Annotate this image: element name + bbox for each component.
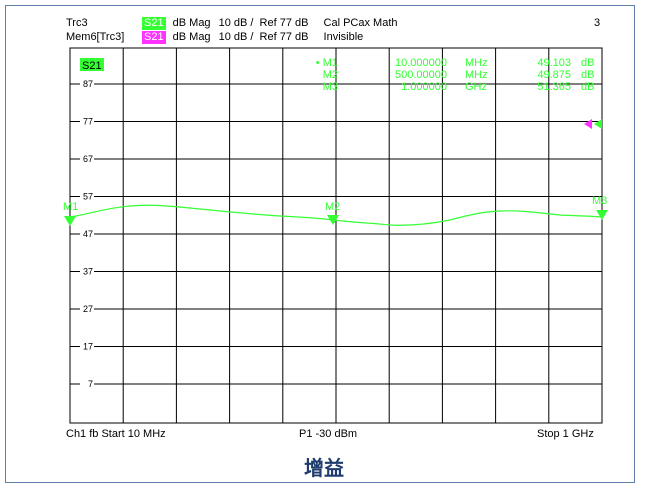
stop-frequency[interactable]: Stop 1 GHz xyxy=(537,428,594,440)
trace-badge-bg xyxy=(80,58,104,71)
param-chip[interactable]: S21 xyxy=(142,17,166,30)
header-row-1: Trc3 xyxy=(66,17,88,30)
memory-trace-name[interactable]: Mem6[Trc3] xyxy=(66,31,125,43)
marker-response-unit: dB xyxy=(581,81,594,93)
y-tick-bg xyxy=(80,303,94,314)
grid-lines xyxy=(70,48,602,423)
memory-param-chip[interactable]: S21 xyxy=(142,31,166,44)
memory-format-label[interactable]: dB Mag xyxy=(172,31,211,43)
power-level[interactable]: P1 -30 dBm xyxy=(299,428,358,440)
marker-m3-triangle[interactable] xyxy=(596,210,608,220)
marker-response: 49.103 xyxy=(537,57,571,69)
marker-m1-label: M1 xyxy=(63,201,78,213)
marker-stimulus-unit: GHz xyxy=(465,81,487,93)
y-tick-label: 57 xyxy=(83,192,93,202)
figure-caption: 增益 xyxy=(304,456,344,480)
trace-name[interactable]: Trc3 xyxy=(66,17,88,29)
y-tick-bg xyxy=(80,378,94,389)
marker-m2-label: M2 xyxy=(325,201,340,213)
y-tick-label: 47 xyxy=(83,229,93,239)
marker-stimulus: 1.000000 xyxy=(401,81,447,93)
y-tick-label: 27 xyxy=(83,304,93,314)
marker-response: 49.875 xyxy=(537,69,571,81)
marker-response-unit: dB xyxy=(581,69,594,81)
memory-ref-label[interactable]: Ref 77 dB xyxy=(259,31,309,43)
marker-name: M3 xyxy=(323,81,338,93)
marker-stimulus-unit: MHz xyxy=(465,57,488,69)
y-tick-label: 17 xyxy=(83,342,93,352)
y-tick-bg xyxy=(80,115,94,127)
trace-badge[interactable]: S21 xyxy=(82,60,102,72)
marker-table: • M1 10.000000 MHz 49.103 dB M2 500.00000 MHz 49… xyxy=(316,57,595,93)
marker-m1-triangle[interactable] xyxy=(64,216,76,226)
y-tick-bg xyxy=(80,78,94,89)
marker-name: M2 xyxy=(323,69,338,81)
y-tick-bg xyxy=(80,153,94,164)
marker-m2-triangle[interactable] xyxy=(327,215,339,225)
marker-response-unit: dB xyxy=(581,57,594,69)
header-row-1-param: S21 dB Mag 10 dB / Ref 77 dB Cal PCax Ma… xyxy=(142,17,398,30)
trace-ref-arrow xyxy=(594,119,602,129)
y-tick-bg xyxy=(80,228,94,239)
y-tick-bg xyxy=(80,340,94,352)
y-tick-label: 7 xyxy=(88,379,93,389)
marker-response: 51.365 xyxy=(537,81,571,93)
trace-number: 3 xyxy=(594,17,601,29)
y-tick-bg xyxy=(80,190,94,202)
y-tick-label: 77 xyxy=(83,117,93,127)
ref-label[interactable]: Ref 77 dB xyxy=(259,17,309,29)
y-tick-label: 87 xyxy=(83,79,93,89)
info-label: Cal PCax Math xyxy=(323,17,398,29)
format-label[interactable]: dB Mag xyxy=(172,17,211,29)
marker-stimulus: 500.00000 xyxy=(395,69,447,81)
header-row-2: Mem6[Trc3] xyxy=(66,31,124,44)
memory-ref-arrow xyxy=(584,119,592,129)
trace-line[interactable] xyxy=(69,204,603,226)
y-tick-labels: 87 77 67 57 47 37 27 17 7 xyxy=(80,78,94,389)
marker-stimulus: 10.000000 xyxy=(395,57,447,69)
y-tick-label: 37 xyxy=(83,267,93,277)
start-frequency[interactable]: Ch1 fb Start 10 MHz xyxy=(66,428,166,440)
scale-label[interactable]: 10 dB / xyxy=(218,17,254,29)
marker-m3-label: M3 xyxy=(592,195,607,207)
memory-scale-label[interactable]: 10 dB / xyxy=(218,31,254,43)
header-row-2-param: S21 dB Mag 10 dB / Ref 77 dB Invisible xyxy=(142,31,363,44)
y-tick-label: 67 xyxy=(83,154,93,164)
marker-name: • M1 xyxy=(316,57,338,69)
marker-stimulus-unit: MHz xyxy=(465,69,488,81)
memory-info-label: Invisible xyxy=(323,31,364,43)
y-tick-bg xyxy=(80,265,94,277)
